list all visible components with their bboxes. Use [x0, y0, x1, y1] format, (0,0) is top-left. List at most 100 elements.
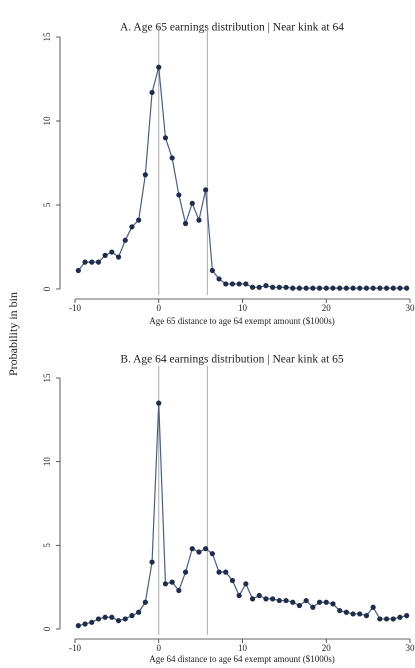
- data-point: [209, 267, 215, 274]
- data-point: [149, 89, 155, 96]
- data-point: [169, 155, 175, 161]
- y-tick-label: 10: [42, 457, 52, 467]
- data-point: [270, 596, 276, 602]
- data-point: [310, 285, 316, 291]
- data-point: [229, 281, 236, 287]
- x-tick-label: 20: [322, 303, 332, 313]
- data-point: [182, 569, 189, 575]
- data-point: [129, 613, 135, 619]
- data-point: [142, 172, 148, 178]
- chart-title: A. Age 65 earnings distribution | Near k…: [120, 22, 344, 34]
- data-point: [390, 616, 396, 622]
- y-tick-label: 15: [42, 32, 52, 42]
- data-point: [223, 281, 229, 287]
- data-point: [122, 616, 128, 622]
- data-point: [383, 285, 390, 291]
- data-point: [377, 616, 383, 622]
- data-point: [270, 284, 276, 290]
- y-tick-label: 0: [42, 626, 52, 631]
- data-point: [95, 259, 102, 265]
- data-point: [149, 559, 155, 565]
- data-point: [136, 217, 142, 223]
- data-point: [249, 596, 256, 602]
- data-point: [95, 616, 102, 622]
- data-point: [370, 604, 376, 610]
- data-point: [189, 546, 195, 552]
- data-point: [243, 581, 249, 587]
- data-point: [303, 285, 309, 291]
- x-tick-label: 10: [238, 643, 248, 653]
- y-tick-label: 5: [42, 543, 52, 548]
- data-point: [223, 569, 229, 575]
- data-point: [323, 285, 329, 291]
- data-point: [89, 619, 95, 625]
- data-point: [236, 281, 242, 287]
- data-point: [216, 569, 222, 575]
- data-point: [236, 592, 242, 599]
- data-point: [122, 237, 128, 243]
- data-point: [397, 614, 403, 620]
- data-point: [156, 64, 162, 70]
- data-point: [82, 621, 88, 627]
- data-point: [404, 613, 410, 619]
- data-point: [229, 577, 236, 584]
- data-point: [249, 284, 256, 290]
- data-point: [203, 546, 209, 552]
- data-point: [283, 597, 289, 604]
- data-point: [196, 217, 202, 223]
- x-tick-label: 20: [322, 643, 332, 653]
- data-point: [115, 618, 122, 624]
- x-tick-label: 10: [238, 303, 248, 313]
- data-point: [142, 599, 148, 605]
- data-point: [377, 285, 383, 291]
- x-tick-label: -10: [69, 303, 81, 313]
- data-point: [115, 254, 122, 260]
- data-point: [162, 135, 169, 141]
- data-point: [243, 281, 249, 287]
- data-point: [296, 602, 303, 609]
- y-tick-label: 0: [42, 286, 52, 291]
- data-point: [390, 285, 396, 291]
- data-point: [109, 614, 115, 620]
- data-point: [350, 285, 356, 291]
- data-point: [102, 252, 108, 258]
- data-point: [343, 609, 349, 615]
- data-point: [296, 285, 303, 291]
- data-point: [316, 285, 323, 291]
- chart-title: B. Age 64 earnings distribution | Near k…: [120, 354, 344, 366]
- data-point: [350, 611, 356, 617]
- y-tick-label: 15: [42, 373, 52, 383]
- x-tick-label: 30: [406, 643, 415, 653]
- x-tick-label: 0: [157, 643, 162, 653]
- data-point: [283, 284, 289, 290]
- data-point: [383, 616, 390, 622]
- data-point: [196, 549, 202, 555]
- data-point: [397, 285, 403, 291]
- data-point: [337, 285, 343, 291]
- data-point: [323, 599, 329, 605]
- data-point: [209, 551, 215, 557]
- data-point: [89, 259, 95, 265]
- data-point: [290, 599, 296, 605]
- data-point: [216, 276, 222, 282]
- data-point: [276, 284, 282, 290]
- data-point: [102, 614, 108, 620]
- x-axis-label: Age 65 distance to age 64 exempt amount …: [149, 316, 334, 326]
- data-point: [75, 267, 81, 274]
- data-point: [290, 285, 296, 291]
- data-point: [156, 400, 162, 406]
- data-point: [310, 604, 316, 610]
- data-point: [303, 597, 309, 604]
- data-point: [129, 224, 135, 230]
- data-point: [162, 581, 169, 587]
- y-axis-label: Probability in bin: [6, 292, 20, 376]
- data-point: [357, 611, 363, 617]
- data-point: [363, 285, 370, 291]
- data-point: [337, 607, 343, 614]
- data-point: [330, 285, 336, 291]
- data-point: [203, 187, 209, 193]
- y-tick-label: 5: [42, 202, 52, 207]
- data-point: [343, 285, 349, 291]
- y-tick-label: 10: [42, 116, 52, 126]
- x-axis-label: Age 64 distance to age 64 exempt amount …: [149, 654, 334, 664]
